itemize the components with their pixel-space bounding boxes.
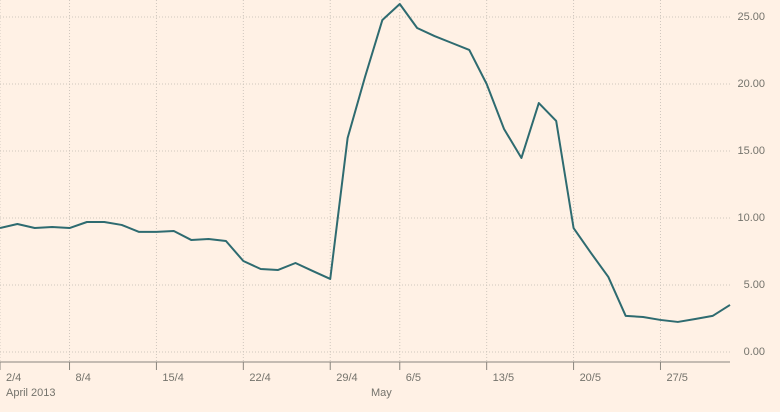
x-tick-label: 15/4 — [162, 372, 183, 384]
y-tick-label: 10.00 — [737, 212, 765, 224]
y-tick-label: 5.00 — [744, 279, 765, 291]
x-tick-label: 2/4 — [6, 372, 21, 384]
x-tick-label: 6/5 — [406, 372, 421, 384]
y-tick-label: 15.00 — [737, 145, 765, 157]
month-label: May — [371, 387, 392, 399]
x-tick-label: 22/4 — [249, 372, 270, 384]
x-tick-label: 20/5 — [580, 372, 601, 384]
x-tick-label: 27/5 — [666, 372, 687, 384]
x-tick-label: 8/4 — [76, 372, 91, 384]
x-tick-label: 29/4 — [336, 372, 357, 384]
line-series — [0, 3, 731, 323]
y-tick-label: 0.00 — [744, 346, 765, 358]
y-tick-label: 25.00 — [737, 11, 765, 23]
month-label: April 2013 — [6, 387, 56, 399]
y-tick-label: 20.00 — [737, 78, 765, 90]
x-tick-label: 13/5 — [493, 372, 514, 384]
